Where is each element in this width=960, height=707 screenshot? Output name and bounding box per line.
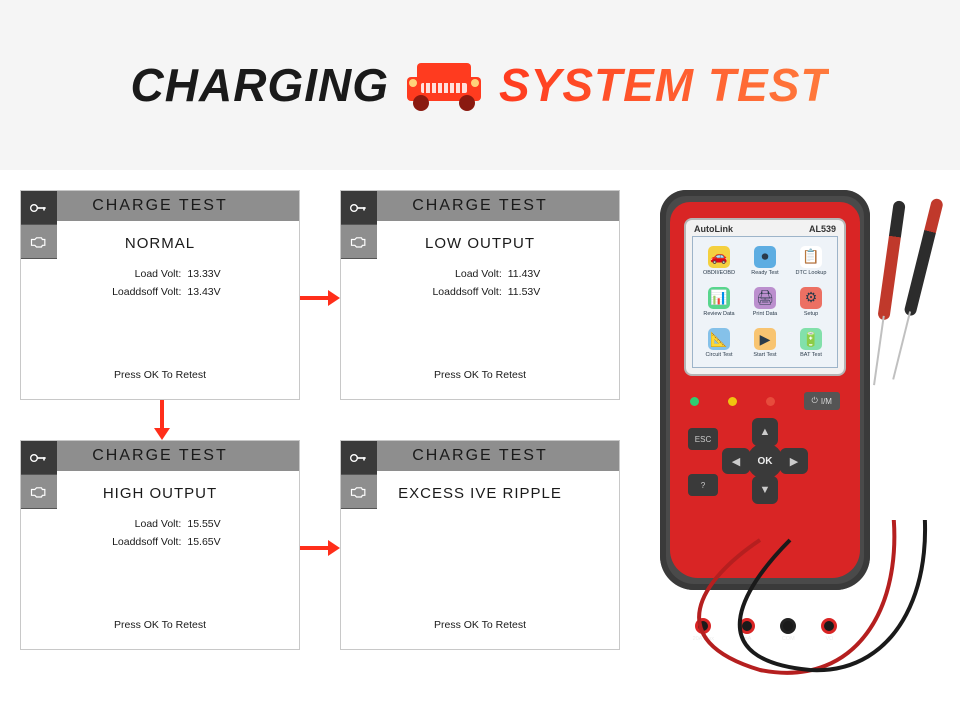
cables <box>640 520 960 690</box>
dpad: ▲ ▼ ◀ ▶ OK <box>722 418 808 504</box>
panel-side-tabs <box>21 441 57 509</box>
charge-test-panel: CHARGE TEST HIGH OUTPUT Load Volt: 15.55V… <box>20 440 300 650</box>
panel-side-tabs <box>21 191 57 259</box>
header-word-1: CHARGING <box>131 58 389 112</box>
load-volt-label: Load Volt: <box>99 266 181 284</box>
panel-body: EXCESS IVE RIPPLE Press OK To Retest <box>341 471 619 649</box>
engine-icon <box>21 475 57 509</box>
device-app-icon[interactable]: 📊Review Data <box>697 282 741 321</box>
device-app-icon[interactable]: 🖨Print Data <box>743 282 787 321</box>
loadsoff-value: 13.43V <box>187 284 220 302</box>
key-icon <box>341 191 377 225</box>
dpad-down[interactable]: ▼ <box>752 476 778 504</box>
device-app-icon[interactable]: 🔋BAT Test <box>789 324 833 363</box>
charge-test-panel: CHARGE TEST LOW OUTPUT Load Volt: 11.43V … <box>340 190 620 400</box>
status-led <box>690 397 699 406</box>
main-area: CHARGE TEST NORMAL Load Volt: 13.33V Load… <box>0 170 960 690</box>
device-app-icon[interactable]: 📐Circuit Test <box>697 324 741 363</box>
panel-body: NORMAL Load Volt: 13.33V Loaddsoff Volt: 1… <box>21 221 299 399</box>
panel-grid: CHARGE TEST NORMAL Load Volt: 13.33V Load… <box>20 190 620 670</box>
device-model: AL539 <box>809 224 836 234</box>
help-button[interactable]: ? <box>688 474 718 496</box>
status-led <box>728 397 737 406</box>
status-led <box>766 397 775 406</box>
ok-button[interactable]: OK <box>747 443 783 479</box>
loadsoff-value: 11.53V <box>508 284 541 302</box>
load-volt-value: 11.43V <box>508 266 541 284</box>
panel-side-tabs <box>341 191 377 259</box>
load-volt-label: Load Volt: <box>420 266 502 284</box>
arrow-right-icon <box>300 538 340 558</box>
loadsoff-label: Loaddsoff Volt: <box>99 284 181 302</box>
device-brand-row: AutoLink AL539 <box>686 220 844 234</box>
engine-icon <box>341 225 377 259</box>
loadsoff-value: 15.65V <box>187 534 220 552</box>
panel-side-tabs <box>341 441 377 509</box>
panel-footer: Press OK To Retest <box>434 619 526 631</box>
loadsoff-label: Loaddsoff Volt: <box>99 534 181 552</box>
device-app-icon[interactable]: ⚙Setup <box>789 282 833 321</box>
panel-status: HIGH OUTPUT <box>103 485 217 502</box>
device-brand: AutoLink <box>694 224 733 234</box>
header-band: CHARGING SYSTEM TEST <box>0 0 960 170</box>
dpad-right[interactable]: ▶ <box>780 448 808 474</box>
panel-readings: Load Volt: 13.33V Loaddsoff Volt: 13.43V <box>99 266 220 302</box>
key-icon <box>21 441 57 475</box>
dpad-up[interactable]: ▲ <box>752 418 778 446</box>
device-app-icon[interactable]: 🚗OBDII/EOBD <box>697 241 741 280</box>
car-icon <box>401 57 487 113</box>
device-led-row: ⏻I/M <box>684 386 846 416</box>
esc-button[interactable]: ESC <box>688 428 718 450</box>
arrow-down-icon <box>152 400 172 440</box>
load-volt-value: 15.55V <box>187 516 220 534</box>
load-volt-value: 13.33V <box>187 266 220 284</box>
load-volt-label: Load Volt: <box>99 516 181 534</box>
engine-icon <box>21 225 57 259</box>
panel-body: HIGH OUTPUT Load Volt: 15.55V Loaddsoff V… <box>21 471 299 649</box>
panel-status: LOW OUTPUT <box>425 235 535 252</box>
panel-status: EXCESS IVE RIPPLE <box>398 485 562 502</box>
loadsoff-label: Loaddsoff Volt: <box>420 284 502 302</box>
charge-test-panel: CHARGE TEST EXCESS IVE RIPPLE Press OK T… <box>340 440 620 650</box>
panel-title: CHARGE TEST <box>341 441 619 471</box>
panel-footer: Press OK To Retest <box>434 369 526 381</box>
panel-readings: Load Volt: 15.55V Loaddsoff Volt: 15.65V <box>99 516 220 552</box>
charge-test-panel: CHARGE TEST NORMAL Load Volt: 13.33V Load… <box>20 190 300 400</box>
device-app-icon[interactable]: 📋DTC Lookup <box>789 241 833 280</box>
panel-body: LOW OUTPUT Load Volt: 11.43V Loaddsoff Vo… <box>341 221 619 399</box>
dpad-left[interactable]: ◀ <box>722 448 750 474</box>
im-button[interactable]: ⏻I/M <box>804 392 840 410</box>
panel-title: CHARGE TEST <box>21 441 299 471</box>
panel-status: NORMAL <box>125 235 195 252</box>
engine-icon <box>341 475 377 509</box>
panel-title: CHARGE TEST <box>21 191 299 221</box>
device-app-icon[interactable]: ▶Start Test <box>743 324 787 363</box>
header-word-2: SYSTEM TEST <box>499 58 829 112</box>
panel-readings: Load Volt: 11.43V Loaddsoff Volt: 11.53V <box>420 266 541 302</box>
panel-title: CHARGE TEST <box>341 191 619 221</box>
device-illustration: AutoLink AL539 🚗OBDII/EOBD⏺Ready Test📋DT… <box>650 190 940 670</box>
key-icon <box>21 191 57 225</box>
panel-footer: Press OK To Retest <box>114 619 206 631</box>
device-app-icon[interactable]: ⏺Ready Test <box>743 241 787 280</box>
panel-footer: Press OK To Retest <box>114 369 206 381</box>
key-icon <box>341 441 377 475</box>
device-screen-bezel: AutoLink AL539 🚗OBDII/EOBD⏺Ready Test📋DT… <box>684 218 846 376</box>
arrow-right-icon <box>300 288 340 308</box>
device-screen: 🚗OBDII/EOBD⏺Ready Test📋DTC Lookup 📊Review… <box>692 236 838 368</box>
